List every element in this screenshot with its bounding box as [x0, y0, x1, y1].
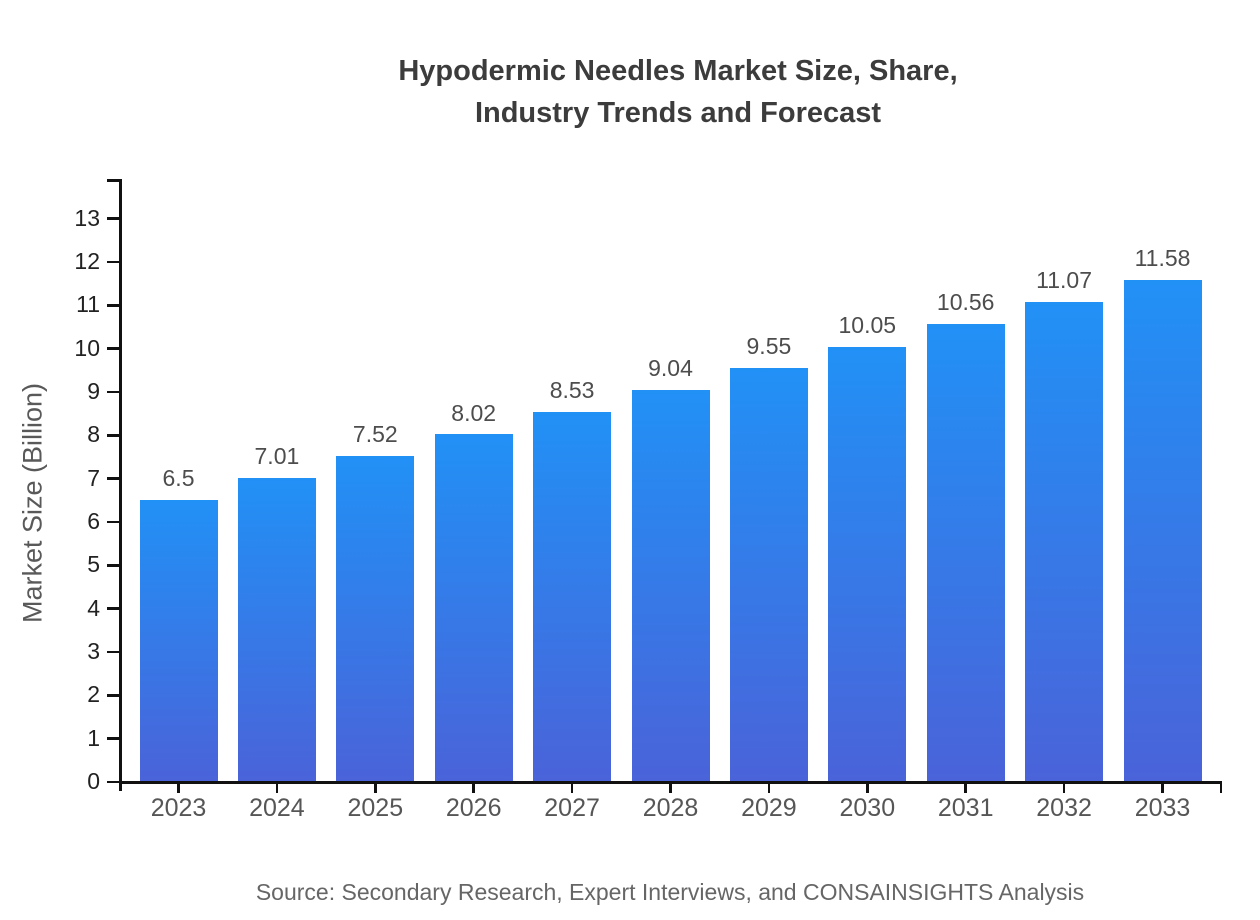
- y-tick: [107, 564, 119, 567]
- y-tick-label: 4: [87, 594, 100, 621]
- y-tick-label: 3: [87, 638, 100, 664]
- y-tick-label: 9: [87, 378, 100, 405]
- bar-2025: [336, 456, 415, 781]
- x-tick: [374, 783, 377, 793]
- y-tick: [107, 347, 119, 350]
- x-tick-label: 2024: [249, 794, 305, 822]
- y-tick: [107, 737, 119, 740]
- x-tick: [177, 783, 180, 793]
- bar-2029: [729, 368, 808, 781]
- x-tick-label: 2026: [445, 794, 502, 822]
- y-tick: [107, 520, 119, 524]
- bar-2027: [533, 412, 612, 781]
- bar-value-label: 11.07: [1036, 267, 1093, 294]
- y-tick-label: 12: [74, 248, 100, 275]
- x-tick: [1062, 783, 1066, 793]
- x-tick: [964, 783, 967, 793]
- y-tick: [107, 304, 119, 307]
- y-tick: [107, 607, 119, 610]
- bar-value-label: 10.05: [838, 311, 897, 338]
- bar-2032: [1025, 302, 1104, 781]
- y-tick-label: 10: [74, 334, 100, 361]
- x-tick: [1161, 783, 1164, 793]
- bar-2024: [237, 478, 316, 781]
- x-tick: [669, 783, 672, 793]
- x-tick-label: 2029: [741, 794, 797, 822]
- x-tick-label: 2032: [1036, 794, 1092, 822]
- bar-2028: [631, 390, 710, 781]
- chart-title-line1: Hypodermic Needles Market Size, Share,: [398, 55, 958, 87]
- y-tick: [107, 694, 119, 697]
- x-axis-end-tick: [1219, 783, 1222, 793]
- x-tick-label: 2027: [544, 794, 600, 822]
- bar-value-label: 8.53: [549, 377, 595, 404]
- y-tick-label: 2: [87, 681, 100, 708]
- y-tick: [107, 217, 119, 220]
- chart-title-line2: Industry Trends and Forecast: [474, 97, 882, 129]
- bar-2030: [828, 346, 907, 781]
- y-tick-label: 8: [87, 421, 100, 448]
- y-axis-spine: [119, 179, 122, 791]
- x-tick-label: 2028: [642, 794, 699, 822]
- x-tick: [866, 783, 869, 793]
- y-tick-label: 5: [87, 551, 100, 578]
- y-tick-label: 1: [87, 724, 100, 751]
- y-tick: [107, 434, 119, 437]
- y-tick-label: 6: [87, 508, 100, 535]
- bar-value-label: 7.01: [254, 443, 300, 470]
- y-tick-label: 11: [76, 291, 100, 318]
- x-tick-label: 2030: [839, 794, 896, 822]
- y-tick: [107, 650, 119, 654]
- x-tick: [275, 783, 279, 793]
- bar-value-label: 8.02: [451, 399, 497, 426]
- x-tick-label: 2025: [347, 794, 404, 822]
- x-tick-label: 2033: [1134, 794, 1191, 822]
- y-tick: [107, 780, 119, 784]
- bar-2033: [1123, 280, 1202, 781]
- y-tick: [107, 477, 119, 480]
- y-tick-label: 7: [87, 464, 100, 491]
- chart-title: Hypodermic Needles Market Size, Share, I…: [96, 50, 1260, 134]
- source-note: Source: Secondary Research, Expert Inter…: [255, 879, 1085, 905]
- bar-2023: [139, 500, 218, 781]
- bar-value-label: 10.56: [936, 289, 995, 316]
- x-tick: [472, 783, 475, 793]
- y-tick: [107, 390, 119, 394]
- bar-value-label: 9.55: [746, 333, 792, 360]
- y-axis-top-tick: [107, 179, 122, 182]
- x-tick-label: 2031: [937, 794, 994, 822]
- bar-value-label: 11.58: [1134, 245, 1191, 272]
- x-tick: [767, 783, 771, 793]
- bar-2031: [926, 324, 1005, 781]
- bar-value-label: 9.04: [648, 355, 693, 382]
- bar-value-label: 7.52: [352, 421, 398, 448]
- y-tick-label: 13: [74, 204, 100, 231]
- x-tick-label: 2023: [150, 794, 207, 822]
- bar-value-label: 6.5: [162, 465, 195, 492]
- x-axis-baseline: [119, 780, 1222, 784]
- x-tick: [570, 783, 574, 793]
- bar-2026: [434, 434, 513, 781]
- y-axis-label: Market Size (Billion): [17, 382, 48, 624]
- y-tick: [107, 260, 119, 264]
- y-tick-label: 0: [87, 768, 100, 794]
